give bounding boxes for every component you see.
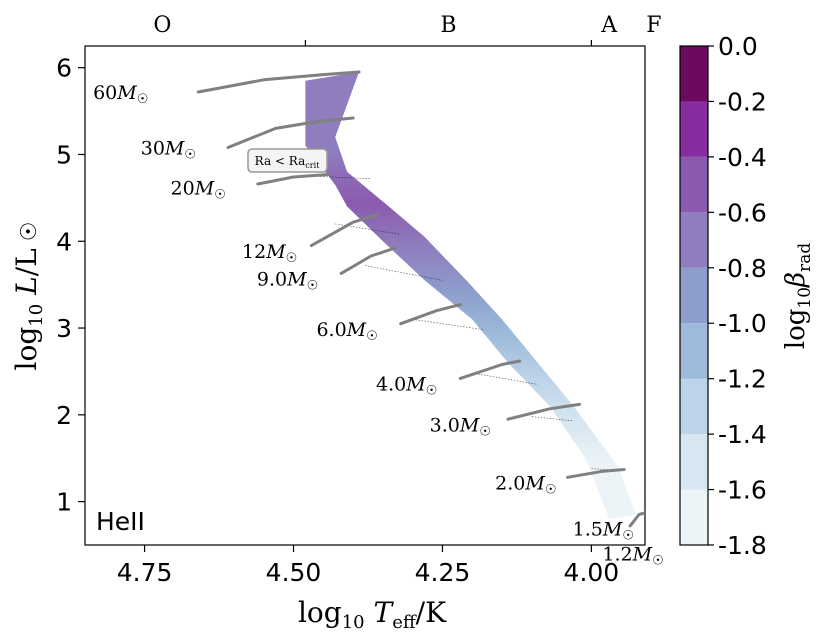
colorbar-frame [679, 45, 709, 546]
y-tick-label: 4 [56, 227, 72, 256]
colorbar-bin [680, 489, 708, 545]
mass-label: 9.0M☉ [257, 269, 318, 294]
panel-label: HeII [96, 507, 145, 536]
track-9.0M☉ [339, 246, 397, 275]
spectral-class-label: B [440, 13, 456, 38]
colorbar-tick-label: -1.0 [718, 309, 767, 338]
x-tick-label: 4.25 [415, 558, 471, 587]
colorbar-bin [680, 378, 708, 435]
y-axis: 1 2 3 4 5 6 [56, 54, 85, 517]
mass-label: 1.2M☉ [602, 544, 663, 569]
track-4.0M☉ [458, 359, 522, 380]
x-tick-label: 4.00 [564, 558, 620, 587]
mass-label: 4.0M☉ [376, 374, 437, 399]
y-tick-label: 2 [56, 401, 72, 430]
critical-rayleigh-annotation: Ra < Racrit [247, 148, 328, 173]
colorbar-bin [680, 212, 708, 268]
track-3.0M☉ [506, 402, 581, 421]
evolutionary-tracks [196, 70, 645, 528]
colorbar-tick-label: 0.0 [718, 32, 758, 61]
y-tick-label: 3 [56, 314, 72, 343]
track-12M☉ [309, 213, 379, 248]
spectral-class-label: A [600, 13, 618, 38]
svg-text:Ra < Racrit: Ra < Racrit [255, 154, 320, 170]
isochrone-line [311, 175, 371, 180]
colorbar-label: log10βrad [781, 243, 815, 350]
track-6.0M☉ [399, 303, 462, 326]
colorbar-tick-label: -1.6 [718, 476, 767, 505]
plot-area [84, 45, 646, 546]
isochrone-line [531, 416, 574, 422]
colorbar-tick-label: -0.2 [718, 87, 767, 116]
mass-label: 2.0M☉ [495, 473, 556, 498]
spectral-class-label: O [153, 13, 171, 38]
isochrone-line [364, 265, 443, 281]
colorbar-tick-label: -1.8 [718, 531, 767, 560]
isochrone-line [335, 223, 401, 235]
mass-label: 6.0M☉ [316, 319, 377, 344]
colorbar: 0.0 -0.2 -0.4 -0.6 -0.8 -1.0 -1.2 -1.4 -1.6 -1.8 [679, 32, 767, 560]
x-tick-label: 4.75 [117, 558, 173, 587]
y-axis-label: log10 L/L ☉ [10, 222, 47, 371]
colorbar-tick-label: -0.4 [718, 143, 767, 172]
track-1.5M☉ [628, 511, 645, 528]
mass-label: 60M☉ [93, 82, 148, 107]
isochrone-line [412, 319, 485, 331]
isochrone-line [478, 373, 538, 385]
colorbar-bin [680, 323, 708, 379]
track-20M☉ [256, 172, 331, 186]
y-tick-label: 1 [56, 488, 72, 517]
colorbar-bin [680, 101, 708, 157]
x-axis-label: log10 Teff/K [298, 596, 447, 633]
mass-labels: 60M☉ 30M☉ 20M☉ 12M☉ 9.0M☉ 6.0M☉ 4.0M☉ 3.0M☉ 2.0M… [93, 82, 664, 569]
colorbar-bin [680, 434, 708, 490]
y-tick-label: 6 [56, 54, 72, 83]
mass-label: 3.0M☉ [430, 414, 491, 439]
mass-label: 20M☉ [171, 177, 226, 202]
colorbar-tick-label: -1.4 [718, 420, 767, 449]
mass-label: 12M☉ [242, 241, 297, 266]
colorbar-tick-label: -0.8 [718, 254, 767, 283]
mass-label: 30M☉ [141, 138, 196, 163]
colorbar-bin [680, 267, 708, 324]
track-2.0M☉ [566, 468, 626, 479]
x-axis: 4.75 4.50 4.25 4.00 [117, 545, 619, 587]
track-60M☉ [196, 70, 361, 94]
colorbar-bin [680, 46, 708, 102]
y-tick-label: 5 [56, 140, 72, 169]
colorbar-tick-label: -0.6 [718, 198, 767, 227]
mass-label: 1.5M☉ [573, 519, 634, 544]
track-30M☉ [226, 116, 355, 149]
colorbar-tick-label: -1.2 [718, 365, 767, 394]
colorbar-bin [680, 156, 708, 213]
spectral-class-label: F [646, 13, 661, 38]
x-tick-label: 4.50 [266, 558, 322, 587]
